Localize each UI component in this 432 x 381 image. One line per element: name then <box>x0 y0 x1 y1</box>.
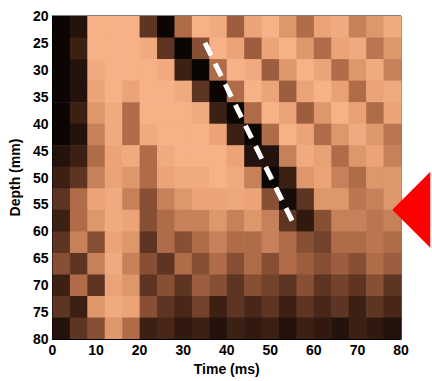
svg-text:30: 30 <box>33 62 49 78</box>
svg-text:20: 20 <box>132 342 148 358</box>
svg-text:20: 20 <box>33 8 49 24</box>
svg-text:65: 65 <box>33 250 49 266</box>
svg-text:75: 75 <box>33 304 49 320</box>
svg-text:30: 30 <box>175 342 191 358</box>
svg-text:50: 50 <box>33 170 49 186</box>
svg-text:Depth (mm): Depth (mm) <box>7 139 23 217</box>
svg-text:40: 40 <box>33 116 49 132</box>
svg-text:80: 80 <box>393 342 409 358</box>
svg-text:70: 70 <box>33 277 49 293</box>
svg-text:35: 35 <box>33 89 49 105</box>
svg-text:45: 45 <box>33 143 49 159</box>
svg-text:50: 50 <box>263 342 279 358</box>
svg-text:60: 60 <box>33 223 49 239</box>
svg-text:60: 60 <box>306 342 322 358</box>
svg-text:10: 10 <box>88 342 104 358</box>
svg-text:Time (ms): Time (ms) <box>194 361 260 377</box>
svg-text:0: 0 <box>49 342 57 358</box>
svg-text:40: 40 <box>219 342 235 358</box>
svg-text:25: 25 <box>33 35 49 51</box>
svg-text:55: 55 <box>33 196 49 212</box>
svg-text:70: 70 <box>350 342 366 358</box>
svg-text:80: 80 <box>33 331 49 347</box>
